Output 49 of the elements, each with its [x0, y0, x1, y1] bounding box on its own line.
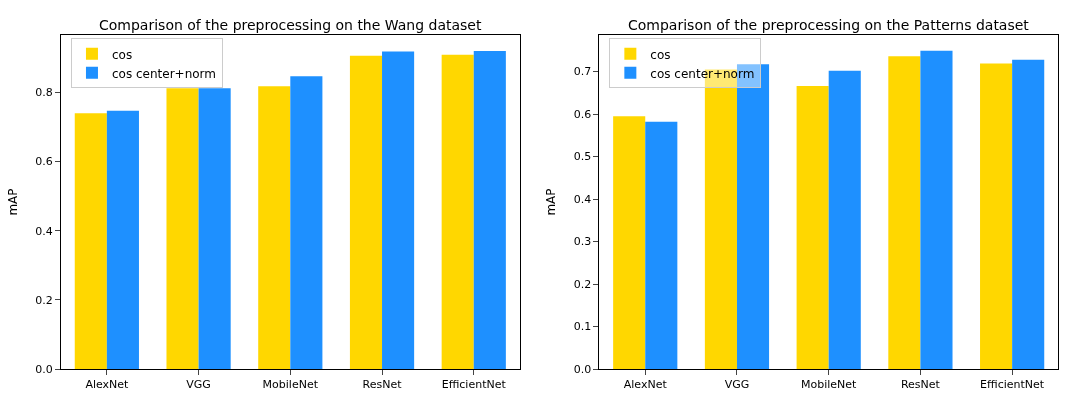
bar	[645, 121, 678, 369]
x-tick-label: MobileNet	[800, 378, 858, 392]
bar	[473, 50, 506, 369]
bar	[166, 88, 199, 369]
x-tick-label: ResNet	[900, 378, 941, 392]
y-tick-label: 0.3	[573, 235, 592, 249]
legend-label: cos	[650, 47, 671, 62]
bar	[198, 88, 231, 369]
bar	[920, 50, 953, 369]
bar	[74, 113, 107, 369]
bar	[980, 63, 1013, 369]
legend-label: cos center+norm	[650, 66, 755, 81]
chart-title: Comparison of the preprocessing on the Wang dataset	[99, 17, 482, 33]
x-tick-label: EfficientNet	[441, 378, 507, 392]
x-tick-label: VGG	[724, 378, 750, 392]
bar	[796, 85, 829, 369]
y-tick-label: 0.2	[573, 277, 592, 291]
bar	[1012, 59, 1045, 369]
y-tick-label: 0.6	[573, 107, 592, 121]
bar	[258, 86, 291, 369]
bar	[888, 56, 921, 369]
y-tick-label: 0.4	[573, 192, 592, 206]
legend-label: cos center+norm	[111, 66, 216, 81]
bar	[106, 110, 139, 369]
bar	[441, 54, 474, 369]
chart-title: Comparison of the preprocessing on the Patterns dataset	[628, 17, 1030, 33]
y-tick-label: 0.8	[35, 86, 53, 100]
x-tick-label: ResNet	[362, 378, 403, 392]
legend-label: cos	[111, 47, 133, 62]
y-tick-label: 0.1	[573, 320, 592, 334]
bar	[382, 51, 415, 369]
y-tick-label: 0.2	[35, 293, 53, 307]
x-tick-label: VGG	[186, 378, 211, 392]
y-tick-label: 0.5	[573, 150, 592, 164]
y-axis-title: mAP	[543, 188, 558, 216]
y-tick-label: 0.0	[573, 362, 592, 376]
bar	[290, 76, 323, 369]
bar	[349, 55, 383, 369]
x-tick-label: AlexNet	[85, 378, 130, 392]
x-tick-label: MobileNet	[262, 378, 319, 392]
bar	[828, 70, 861, 369]
y-tick-label: 0.6	[35, 155, 53, 169]
x-tick-label: AlexNet	[623, 378, 668, 392]
y-tick-label: 0.4	[35, 224, 53, 238]
y-tick-label: 0.0	[35, 362, 53, 376]
x-tick-label: EfficientNet	[980, 378, 1045, 392]
bar	[613, 116, 646, 369]
y-tick-label: 0.7	[573, 65, 592, 79]
y-axis-title: mAP	[5, 188, 20, 216]
